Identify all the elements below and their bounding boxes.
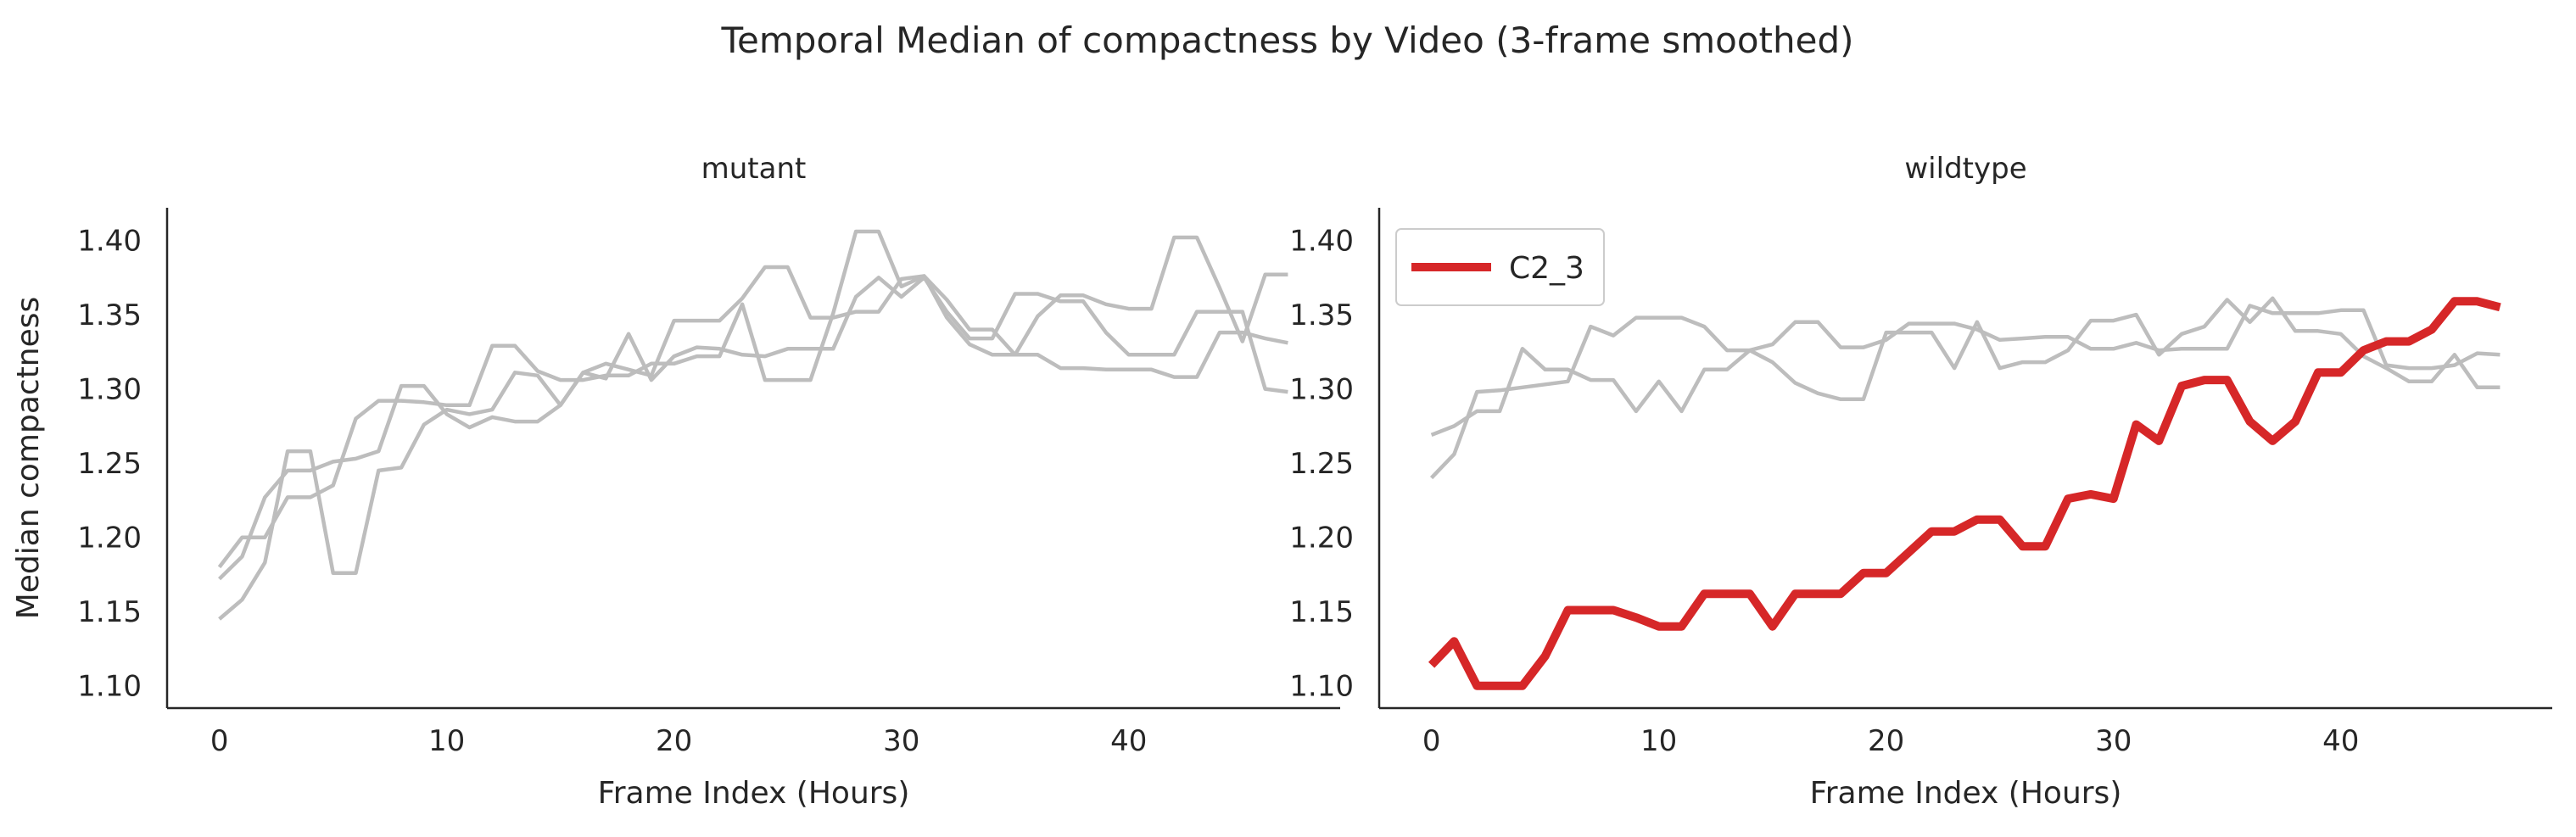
panel-1-y-tick-label: 1.30: [1289, 373, 1354, 407]
panel-0-y-axis-label: Median compactness: [11, 297, 46, 620]
panel-1-legend-label: C2_3: [1509, 251, 1584, 286]
panel-1-x-tick-label: 40: [2322, 724, 2359, 758]
panel-0-y-tick-label: 1.10: [77, 670, 142, 704]
panel-1-y-tick-label: 1.35: [1289, 299, 1354, 332]
panel-0-title: mutant: [701, 152, 807, 186]
panel-1-title: wildtype: [1904, 152, 2026, 186]
panel-1-x-tick-label: 10: [1640, 724, 1677, 758]
panel-1-x-tick-label: 30: [2095, 724, 2132, 758]
panel-0-x-tick-label: 10: [428, 724, 465, 758]
panel-1-y-tick-label: 1.10: [1289, 670, 1354, 704]
panel-1-y-tick-label: 1.20: [1289, 522, 1354, 555]
panel-1-x-tick-label: 0: [1422, 724, 1441, 758]
panel-1-y-tick-label: 1.40: [1289, 225, 1354, 259]
panel-0-y-tick-label: 1.20: [77, 522, 142, 555]
panel-1-series-line-C2_3: [1428, 297, 2501, 690]
panel-1-y-tick-label: 1.25: [1289, 447, 1354, 481]
panel-1-series-line-0: [1429, 304, 2501, 480]
panel-1-legend-box: [1395, 228, 1605, 306]
chart-title: Temporal Median of compactness by Video …: [720, 20, 1853, 61]
panel-0-y-tick-label: 1.40: [77, 225, 142, 259]
panel-1-series-line-1: [1430, 296, 2501, 437]
panel-0-y-tick-label: 1.15: [77, 595, 142, 629]
panel-0-series-line-1: [218, 235, 1288, 581]
panel-0-y-tick-label: 1.35: [77, 299, 142, 332]
panel-0-x-axis-label: Frame Index (Hours): [598, 776, 910, 811]
panel-0-y-tick-label: 1.30: [77, 373, 142, 407]
panel-1-y-tick-label: 1.15: [1289, 595, 1354, 629]
panel-0-y-tick-label: 1.25: [77, 447, 142, 481]
panel-0-x-tick-label: 20: [656, 724, 692, 758]
panel-0-x-tick-label: 0: [210, 724, 229, 758]
panel-1-x-tick-label: 20: [1868, 724, 1904, 758]
panel-0-series-line-0: [218, 276, 1288, 621]
panel-0-x-tick-label: 30: [883, 724, 919, 758]
panel-0-series-line-2: [217, 229, 1288, 569]
panel-1-x-axis-label: Frame Index (Hours): [1810, 776, 2122, 811]
panel-0-x-tick-label: 40: [1110, 724, 1147, 758]
